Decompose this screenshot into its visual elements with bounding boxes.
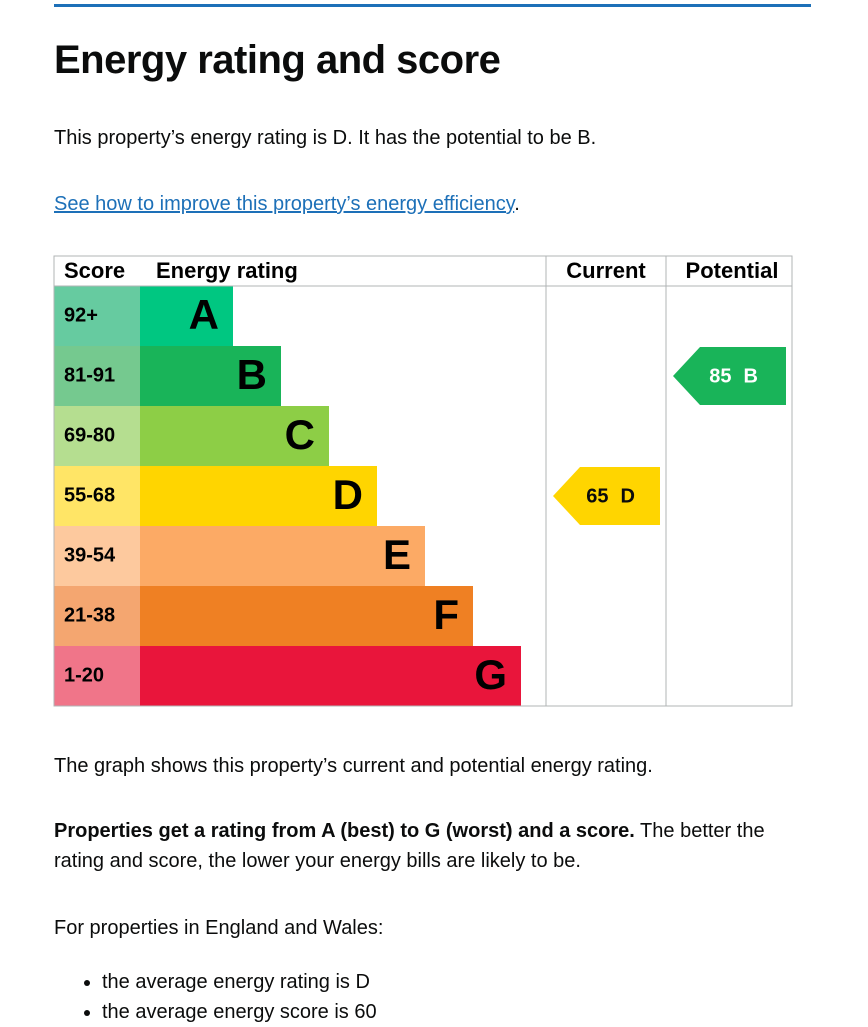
properties-bold: Properties get a rating from A (best) to…: [54, 820, 635, 842]
current-score: 65: [586, 485, 608, 507]
rating-bar: [140, 526, 425, 586]
rating-letter: C: [285, 411, 315, 458]
intro: This property’s energy rating is D. It h…: [54, 127, 597, 149]
link-line: See how to improve this property’s energ…: [54, 189, 520, 219]
score-band: 55-68: [64, 484, 115, 506]
rating-bar: [140, 646, 521, 706]
rating-letter: A: [189, 291, 219, 338]
rating-bar: [140, 346, 281, 406]
score-band: 39-54: [64, 544, 116, 566]
rating-bar: [140, 286, 233, 346]
page-title: Energy rating and score: [54, 38, 501, 82]
list-item: the average energy score is 60: [102, 997, 377, 1027]
region-text: For properties in England and Wales:: [54, 917, 384, 939]
column-header: Score: [64, 258, 125, 283]
properties-text: Properties get a rating from A (best) to…: [54, 816, 814, 876]
score-cell: [54, 526, 140, 586]
score-cell: [54, 406, 140, 466]
rating-bar: [140, 406, 329, 466]
graph-border: [53, 255, 793, 707]
rating-letter: B: [237, 351, 267, 398]
potential-arrow: [673, 347, 786, 405]
rating-bar: [140, 586, 473, 646]
score-band: 81-91: [64, 364, 115, 386]
score-band: 69-80: [64, 424, 115, 446]
list-item: the average energy rating is D: [102, 967, 377, 997]
averages-list: the average energy rating is Dthe averag…: [54, 967, 377, 1027]
rating-letter: F: [433, 591, 459, 638]
improve-link[interactable]: See how to improve this property’s energ…: [54, 193, 515, 215]
potential-rating: B: [744, 365, 758, 387]
link-suffix: .: [514, 193, 520, 215]
score-band: 92+: [64, 304, 98, 326]
score-band: 21-38: [64, 604, 115, 626]
rating-letter: E: [383, 531, 411, 578]
rating-letter: D: [333, 471, 363, 518]
current-rating: D: [621, 485, 635, 507]
potential-score: 85: [709, 365, 731, 387]
rating-letter: G: [474, 651, 507, 698]
score-band: 1-20: [64, 664, 104, 686]
score-cell: [54, 286, 140, 346]
graph-note: The graph shows this property’s current …: [54, 755, 653, 777]
score-cell: [54, 646, 140, 706]
properties-rest: The better the rating and score, the low…: [54, 820, 765, 872]
score-cell: [54, 586, 140, 646]
rating-bar: [140, 466, 377, 526]
column-header: Energy rating: [156, 258, 298, 283]
top-rule: [54, 4, 811, 7]
score-cell: [54, 346, 140, 406]
column-header: Potential: [686, 258, 779, 283]
score-cell: [54, 466, 140, 526]
current-arrow: [553, 467, 660, 525]
column-header: Current: [566, 258, 646, 283]
